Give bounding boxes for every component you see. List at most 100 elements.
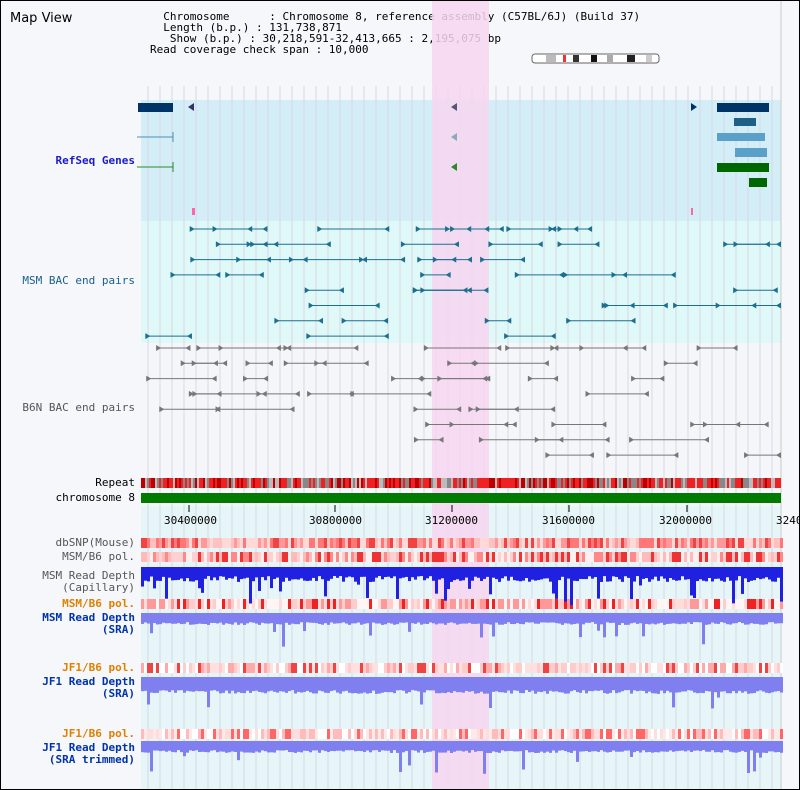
repeat-segment xyxy=(655,478,657,488)
b6n-bac-pair-end xyxy=(146,375,152,382)
msm-bac-pair-end xyxy=(504,333,510,340)
b6n-bac-pair-end xyxy=(423,345,429,351)
jf1-pol-cell xyxy=(729,729,732,739)
jf1-pol-cell xyxy=(261,663,264,673)
msm-depth-sra-bar xyxy=(303,613,306,632)
jf1-depth-trim-bar xyxy=(240,741,243,752)
jf1-pol-cell xyxy=(747,729,750,739)
track-label-b6n-bac[interactable]: B6N BAC end pairs xyxy=(22,401,135,414)
jf1-depth-sra-bar xyxy=(156,677,159,693)
msm-pol-cell xyxy=(774,552,777,562)
repeat-segment xyxy=(587,478,589,488)
jf1-depth-sra-bar xyxy=(276,677,279,693)
jf1-depth-trim-bar xyxy=(558,741,561,751)
msm-pol-cell xyxy=(738,552,741,562)
msm-pol-cell xyxy=(741,599,744,609)
jf1-depth-trim-bar xyxy=(471,741,474,751)
track-label-refseq[interactable]: RefSeq Genes xyxy=(55,154,135,167)
repeat-segment xyxy=(767,478,769,488)
msm-pol-cell xyxy=(747,599,750,609)
repeat-segment xyxy=(617,478,619,488)
msm-pol-cell xyxy=(654,552,657,562)
ideogram-band xyxy=(607,55,613,62)
b6n-bac-pair-end xyxy=(527,375,533,382)
msm-pol-cell xyxy=(393,599,396,609)
jf1-pol-cell xyxy=(420,663,423,673)
repeat-segment xyxy=(773,478,775,488)
dbsnp-cell xyxy=(312,538,315,548)
repeat-segment xyxy=(387,478,389,488)
repeat-segment xyxy=(723,478,725,488)
msm-pol-cell xyxy=(720,552,723,562)
jf1-pol-cell xyxy=(591,729,594,739)
repeat-segment xyxy=(195,478,197,488)
msm-pol-cell xyxy=(534,599,537,609)
track-label-msm-bac[interactable]: MSM BAC end pairs xyxy=(22,274,135,287)
repeat-segment xyxy=(523,478,525,488)
msm-pol-cell xyxy=(369,552,372,562)
dbsnp-cell xyxy=(666,538,669,548)
jf1-pol-cell xyxy=(276,663,279,673)
msm-depth-cap-bar xyxy=(324,567,327,597)
msm-depth-cap-bar xyxy=(675,567,678,581)
msm-bac-pair-end xyxy=(587,226,593,232)
msm-pol-cell xyxy=(285,552,288,562)
msm-pol-cell xyxy=(450,552,453,562)
repeat-segment xyxy=(699,478,701,488)
jf1-depth-sra-bar xyxy=(534,677,537,694)
dbsnp-cell xyxy=(543,538,546,548)
msm-depth-sra-bar xyxy=(507,613,510,623)
msm-depth-sra-bar xyxy=(291,613,294,624)
jf1-pol-cell xyxy=(633,663,636,673)
b6n-bac-pair-end xyxy=(192,390,198,397)
b6n-bac-pair-end xyxy=(426,390,432,397)
msm-pol-cell xyxy=(168,552,171,562)
msm-pol-cell xyxy=(237,552,240,562)
dbsnp-cell xyxy=(642,538,645,548)
msm-depth-sra-bar xyxy=(612,613,615,623)
msm-pol-cell xyxy=(372,552,375,562)
msm-pol-cell xyxy=(177,599,180,609)
msm-depth-sra-bar xyxy=(750,613,753,624)
repeat-segment xyxy=(585,478,587,488)
msm-pol-cell xyxy=(318,599,321,609)
jf1-pol-cell xyxy=(615,663,618,673)
msm-pol-cell xyxy=(240,552,243,562)
dbsnp-cell xyxy=(267,538,270,548)
msm-bac-pair-end xyxy=(306,333,312,340)
jf1-pol-cell xyxy=(477,663,480,673)
msm-pol-cell xyxy=(300,599,303,609)
msm-pol-cell xyxy=(222,599,225,609)
jf1-depth-sra-bar xyxy=(603,677,606,694)
msm-pol-cell xyxy=(273,552,276,562)
jf1-depth-sra-bar xyxy=(252,677,255,692)
repeat-segment xyxy=(237,478,239,488)
msm-depth-cap-bar xyxy=(492,567,495,578)
dbsnp-cell xyxy=(162,538,165,548)
dbsnp-cell xyxy=(324,538,327,548)
msm-pol-cell xyxy=(714,599,717,609)
jf1-depth-trim-bar xyxy=(462,741,465,752)
msm-pol-cell xyxy=(342,599,345,609)
msm-depth-sra-bar xyxy=(738,613,741,623)
jf1-pol-cell xyxy=(306,663,309,673)
repeat-segment xyxy=(449,478,451,488)
msm-pol-cell xyxy=(723,552,726,562)
repeat-segment xyxy=(433,478,435,488)
jf1-pol-cell xyxy=(648,663,651,673)
repeat-segment xyxy=(203,478,205,488)
jf1-pol-cell xyxy=(396,663,399,673)
dbsnp-cell xyxy=(474,538,477,548)
msm-depth-cap-bar xyxy=(537,567,540,581)
msm-bac-pair-end xyxy=(733,241,739,248)
jf1-depth-trim-bar xyxy=(564,741,567,752)
repeat-segment xyxy=(429,478,431,488)
dbsnp-cell xyxy=(576,538,579,548)
jf1-pol-cell xyxy=(567,663,570,673)
msm-pol-cell xyxy=(609,552,612,562)
msm-depth-sra-bar xyxy=(687,613,690,623)
msm-depth-cap-bar xyxy=(204,567,207,579)
jf1-depth-trim-bar xyxy=(699,741,702,752)
msm-pol-cell xyxy=(537,552,540,562)
